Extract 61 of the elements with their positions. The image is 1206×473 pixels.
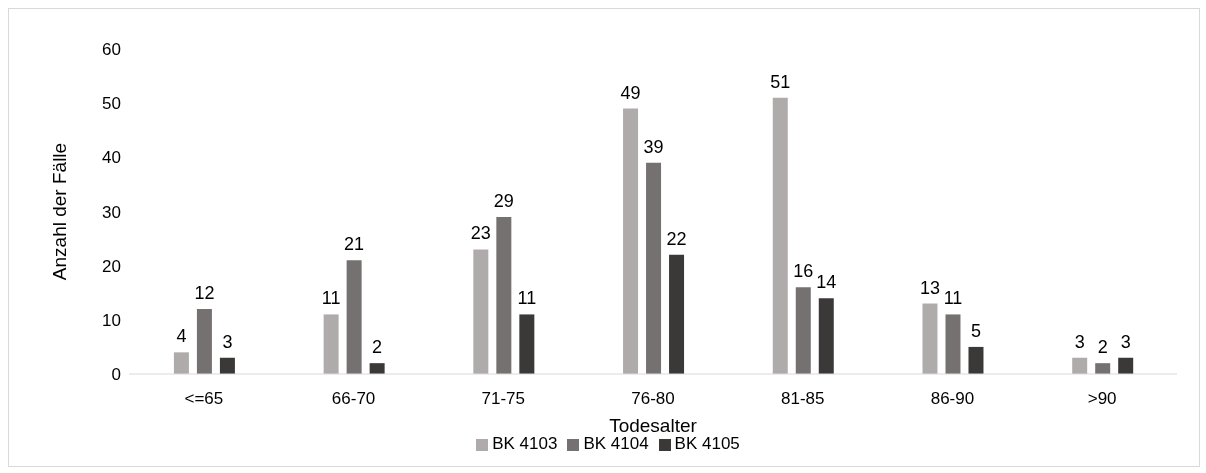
data-label: 29 bbox=[493, 190, 514, 211]
data-label: 3 bbox=[1120, 331, 1131, 352]
bar bbox=[519, 314, 535, 374]
bar bbox=[623, 108, 639, 374]
data-label: 2 bbox=[372, 337, 383, 358]
data-label: 51 bbox=[770, 71, 791, 92]
data-label: 2 bbox=[1097, 337, 1108, 358]
x-tick-label: 86-90 bbox=[930, 389, 975, 409]
bar bbox=[219, 357, 235, 374]
x-tick-label: <=65 bbox=[184, 389, 224, 409]
y-tick-label: 20 bbox=[102, 256, 121, 276]
bar bbox=[795, 287, 811, 374]
bar bbox=[473, 249, 489, 374]
data-label: 39 bbox=[643, 136, 664, 157]
data-label: 11 bbox=[943, 288, 963, 309]
data-label: 3 bbox=[222, 331, 233, 352]
bar bbox=[1072, 357, 1088, 374]
bar bbox=[669, 254, 685, 374]
bar bbox=[173, 352, 189, 374]
legend-label: BK 4103 bbox=[492, 434, 558, 453]
bar bbox=[772, 97, 788, 374]
x-tick-label: 71-75 bbox=[481, 389, 526, 409]
bar bbox=[369, 363, 385, 374]
bar bbox=[646, 162, 662, 374]
data-label: 16 bbox=[793, 261, 814, 282]
data-label: 12 bbox=[194, 283, 215, 303]
data-label: 14 bbox=[816, 272, 837, 293]
bar bbox=[496, 216, 512, 374]
bar bbox=[1095, 363, 1111, 374]
data-label: 11 bbox=[321, 288, 341, 309]
data-label: 4 bbox=[176, 326, 187, 347]
data-label: 5 bbox=[970, 320, 981, 341]
bar bbox=[196, 309, 212, 374]
bar bbox=[1118, 357, 1134, 374]
bar bbox=[968, 346, 984, 374]
x-tick-label: >90 bbox=[1087, 389, 1117, 409]
data-label: 13 bbox=[919, 277, 940, 298]
data-label: 11 bbox=[517, 288, 537, 309]
x-tick-label: 76-80 bbox=[631, 389, 675, 409]
data-label: 49 bbox=[620, 82, 641, 103]
data-label: 23 bbox=[470, 223, 491, 244]
y-tick-label: 10 bbox=[102, 310, 121, 330]
legend-label: BK 4104 bbox=[583, 434, 649, 453]
y-tick-label: 0 bbox=[111, 365, 121, 385]
bar bbox=[922, 303, 938, 374]
legend-label: BK 4105 bbox=[674, 434, 740, 453]
y-tick-label: 30 bbox=[102, 202, 121, 222]
bar bbox=[346, 260, 362, 374]
bar bbox=[945, 314, 961, 374]
data-label: 22 bbox=[666, 228, 687, 249]
x-tick-label: 66-70 bbox=[331, 389, 376, 409]
x-tick-label: 81-85 bbox=[780, 389, 825, 409]
bar bbox=[323, 314, 339, 374]
y-axis-title: Anzahl der Fälle bbox=[48, 142, 70, 281]
y-tick-label: 40 bbox=[102, 148, 121, 168]
bar bbox=[818, 298, 834, 374]
x-axis-title: Todesalter bbox=[609, 415, 698, 436]
y-tick-label: 50 bbox=[102, 94, 121, 114]
data-label: 21 bbox=[344, 234, 365, 255]
data-label: 3 bbox=[1074, 331, 1085, 352]
y-tick-label: 60 bbox=[102, 40, 121, 60]
